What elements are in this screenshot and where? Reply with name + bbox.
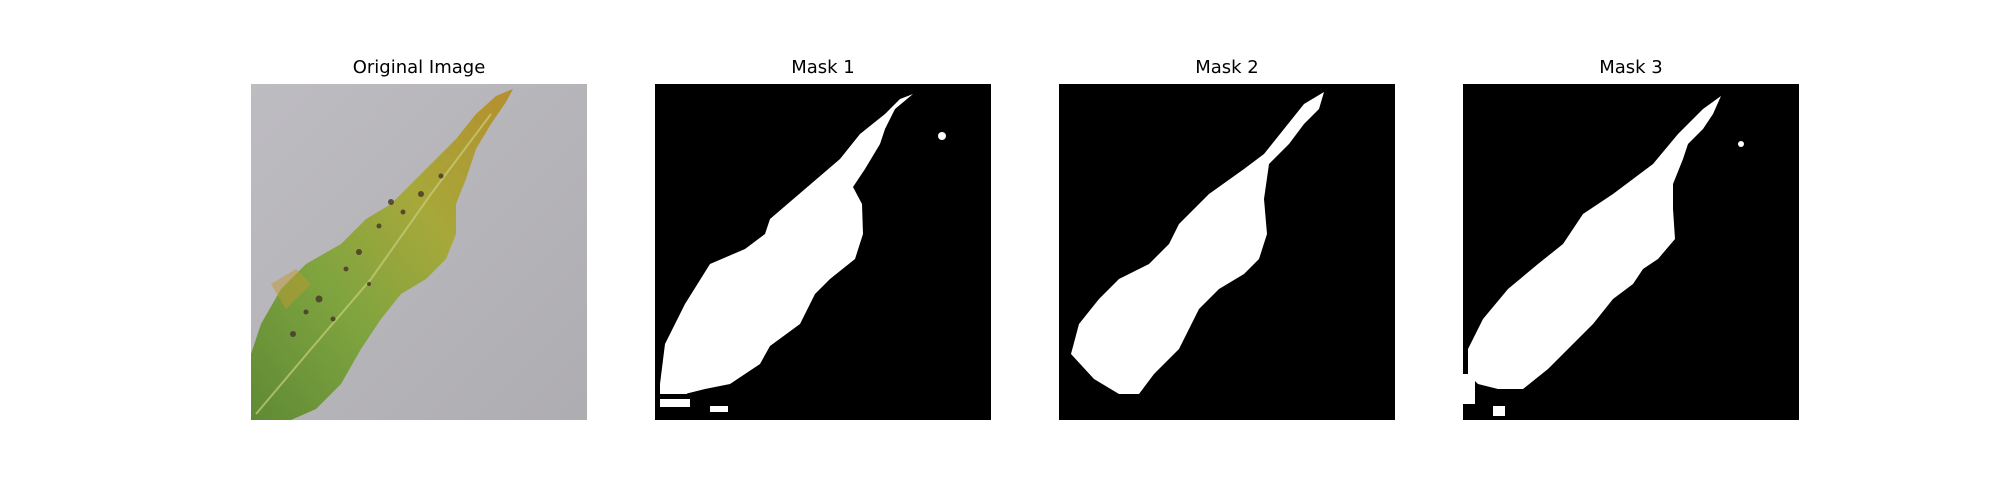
panel-title: Mask 1 — [791, 57, 855, 78]
original-image — [251, 84, 587, 420]
panel-title: Mask 2 — [1195, 57, 1259, 78]
mask-2-image — [1059, 84, 1395, 420]
panel-title: Original Image — [352, 57, 486, 78]
mask-3-image — [1463, 84, 1799, 420]
mask-1-image — [655, 84, 991, 420]
panel-title: Mask 3 — [1599, 57, 1663, 78]
